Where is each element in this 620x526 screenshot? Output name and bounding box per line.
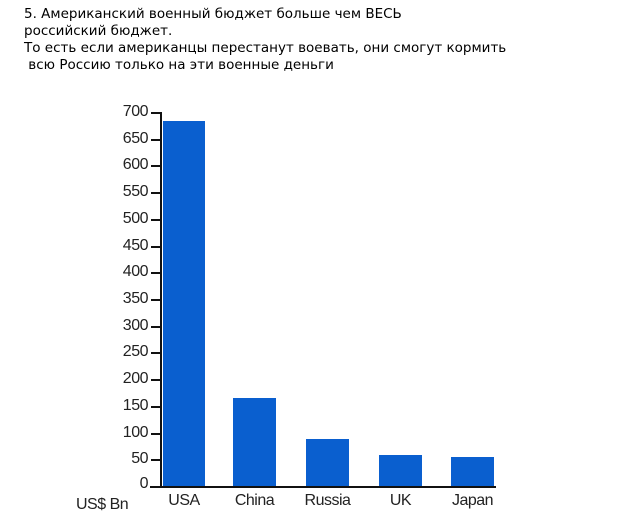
x-tick-label-usa: USA — [168, 492, 200, 509]
y-tick-label: 600 — [122, 156, 149, 174]
y-axis-unit-label: US$ Bn — [76, 496, 129, 513]
y-axis-line — [160, 112, 162, 488]
bar-usa — [163, 121, 205, 487]
x-tick-label-russia: Russia — [304, 492, 351, 509]
y-tick-label: 150 — [122, 396, 149, 414]
caption-line-4: всю Россию только на эти военные деньги — [24, 57, 334, 73]
y-tick-mark — [151, 432, 161, 435]
caption-line-1: 5. Американский военный бюджет больше че… — [24, 6, 402, 22]
y-tick-label: 300 — [122, 316, 149, 334]
y-tick-mark — [151, 272, 161, 275]
bar-russia — [306, 438, 349, 487]
y-tick-label: 700 — [122, 103, 149, 120]
y-tick-label: 50 — [131, 450, 148, 468]
y-tick-label: 550 — [122, 183, 149, 201]
chart-caption: 5. Американский военный бюджет больше че… — [24, 6, 506, 74]
y-tick-label: 0 — [139, 475, 149, 492]
y-tick-mark — [151, 379, 161, 382]
x-tick-label-japan: Japan — [451, 492, 494, 509]
y-tick-label: 250 — [122, 343, 149, 361]
y-tick-mark — [151, 405, 161, 408]
y-tick-mark — [151, 218, 161, 221]
x-axis-line — [150, 486, 496, 488]
y-tick-label: 350 — [122, 290, 149, 307]
y-tick-label: 100 — [122, 423, 149, 441]
y-tick-mark — [151, 352, 161, 355]
caption-line-2: российский бюджет. — [24, 23, 173, 39]
y-tick-mark — [151, 165, 161, 168]
y-tick-mark — [151, 325, 161, 328]
y-tick-label: 400 — [122, 263, 149, 281]
bar-china — [233, 397, 276, 487]
y-tick-label: 650 — [122, 129, 149, 147]
y-tick-mark — [151, 112, 161, 114]
y-tick-mark — [151, 459, 161, 462]
y-tick-mark — [151, 299, 161, 301]
x-tick-label-uk: UK — [389, 492, 412, 509]
y-tick-label: 500 — [122, 209, 149, 227]
bar-uk — [379, 454, 422, 487]
caption-line-3: То есть если американцы перестанут воева… — [24, 40, 507, 56]
y-tick-mark — [151, 138, 161, 141]
y-tick-mark — [151, 245, 161, 248]
x-tick-label-china: China — [234, 492, 275, 509]
y-tick-label: 200 — [122, 370, 149, 388]
y-tick-mark — [151, 192, 161, 195]
bar-japan — [451, 456, 494, 487]
y-tick-label: 450 — [122, 236, 149, 254]
